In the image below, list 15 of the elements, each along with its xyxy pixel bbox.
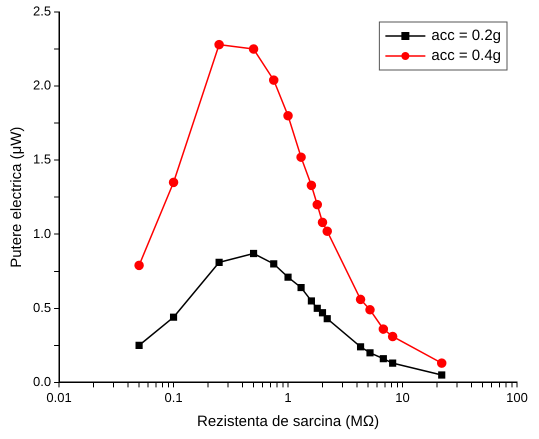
x-tick-label: 0.01 bbox=[46, 390, 72, 405]
y-tick-label: 1.0 bbox=[32, 226, 52, 241]
legend-label: acc = 0.2g bbox=[431, 27, 502, 44]
y-tick-label: 0.0 bbox=[32, 374, 52, 389]
y-tick-label: 1.5 bbox=[32, 152, 52, 167]
y-tick-label: 0.5 bbox=[32, 300, 52, 315]
x-tick-label: 100 bbox=[506, 390, 528, 405]
y-tick-label: 2.5 bbox=[32, 4, 52, 19]
y-tick-label: 2.0 bbox=[32, 78, 52, 93]
x-tick-label: 10 bbox=[395, 390, 410, 405]
legend-label: acc = 0.4g bbox=[431, 47, 502, 64]
x-axis-title: Rezistenta de sarcina (MΩ) bbox=[196, 413, 380, 430]
y-axis-title: Putere electrica (μW) bbox=[8, 126, 26, 268]
x-tick-label: 0.1 bbox=[164, 390, 183, 405]
x-tick-label: 1 bbox=[284, 390, 292, 405]
